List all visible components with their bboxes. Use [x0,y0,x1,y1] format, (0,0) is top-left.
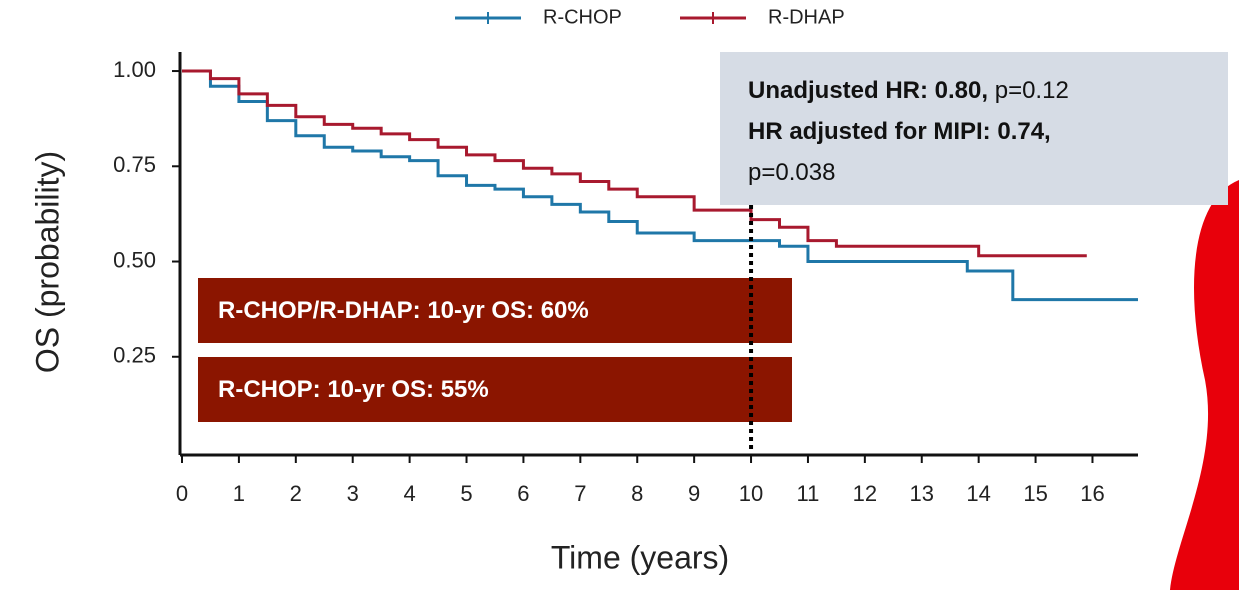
page: {"chart_data": {"type": "step", "xlabel"… [0,0,1239,590]
overlay [0,0,1239,590]
